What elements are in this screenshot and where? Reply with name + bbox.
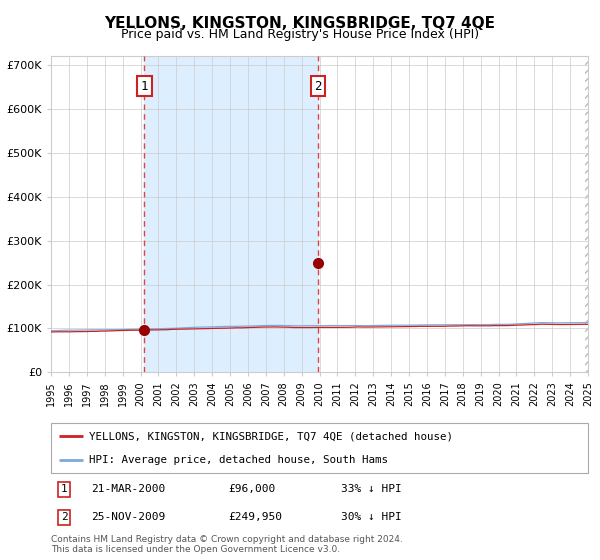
Text: 21-MAR-2000: 21-MAR-2000 bbox=[91, 484, 166, 494]
Text: £249,950: £249,950 bbox=[228, 512, 282, 522]
Text: 25-NOV-2009: 25-NOV-2009 bbox=[91, 512, 166, 522]
Text: £96,000: £96,000 bbox=[228, 484, 275, 494]
Text: 2: 2 bbox=[314, 80, 322, 92]
Text: YELLONS, KINGSTON, KINGSBRIDGE, TQ7 4QE (detached house): YELLONS, KINGSTON, KINGSBRIDGE, TQ7 4QE … bbox=[89, 431, 452, 441]
Text: Price paid vs. HM Land Registry's House Price Index (HPI): Price paid vs. HM Land Registry's House … bbox=[121, 28, 479, 41]
FancyBboxPatch shape bbox=[51, 423, 588, 473]
Text: 1: 1 bbox=[61, 484, 67, 494]
Bar bbox=[585, 56, 588, 372]
Bar bbox=[585, 56, 588, 372]
Text: 33% ↓ HPI: 33% ↓ HPI bbox=[341, 484, 402, 494]
Text: YELLONS, KINGSTON, KINGSBRIDGE, TQ7 4QE: YELLONS, KINGSTON, KINGSBRIDGE, TQ7 4QE bbox=[104, 16, 496, 31]
Text: HPI: Average price, detached house, South Hams: HPI: Average price, detached house, Sout… bbox=[89, 455, 388, 465]
Text: 1: 1 bbox=[140, 80, 148, 92]
Text: 2: 2 bbox=[61, 512, 67, 522]
Text: Contains HM Land Registry data © Crown copyright and database right 2024.
This d: Contains HM Land Registry data © Crown c… bbox=[51, 535, 403, 554]
Bar bbox=[145, 56, 318, 372]
Text: 30% ↓ HPI: 30% ↓ HPI bbox=[341, 512, 402, 522]
